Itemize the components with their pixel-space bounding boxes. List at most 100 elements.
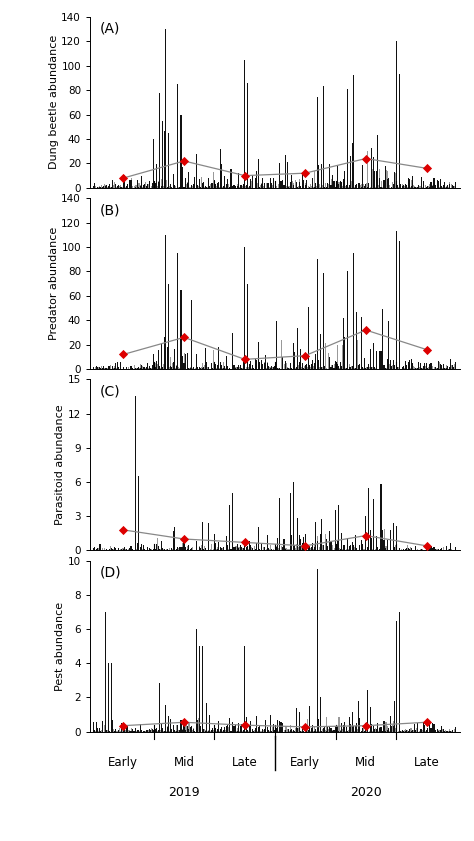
Bar	[447, 185, 448, 188]
Bar	[250, 545, 251, 550]
Bar	[390, 530, 391, 550]
Bar	[124, 175, 126, 188]
Bar	[149, 184, 150, 188]
Bar	[175, 549, 176, 550]
Bar	[98, 367, 99, 369]
Bar	[256, 171, 257, 188]
Bar	[142, 187, 143, 188]
Bar	[267, 362, 268, 369]
Bar	[155, 363, 156, 369]
Bar	[304, 548, 305, 550]
Bar	[158, 182, 159, 188]
Bar	[391, 187, 392, 188]
Bar	[279, 548, 281, 550]
Bar	[373, 499, 374, 550]
Bar	[320, 697, 321, 732]
Bar	[361, 731, 362, 732]
Bar	[352, 367, 353, 369]
Bar	[262, 363, 264, 369]
Bar	[440, 186, 441, 188]
Bar	[446, 365, 447, 369]
Bar	[366, 367, 367, 369]
Bar	[368, 364, 369, 369]
Bar	[443, 363, 444, 369]
Bar	[221, 548, 222, 550]
Bar	[376, 365, 377, 369]
Bar	[343, 178, 344, 188]
Bar	[155, 730, 156, 732]
Bar	[211, 731, 212, 732]
Bar	[281, 187, 282, 188]
Bar	[430, 728, 431, 732]
Bar	[385, 171, 386, 188]
Bar	[376, 352, 377, 369]
Bar	[264, 187, 265, 188]
Bar	[158, 351, 159, 369]
Bar	[294, 731, 295, 732]
Bar	[366, 549, 367, 550]
Bar	[140, 185, 141, 188]
Bar	[181, 362, 182, 369]
Bar	[402, 730, 403, 732]
Bar	[131, 178, 132, 188]
Bar	[249, 541, 250, 550]
Bar	[263, 547, 264, 550]
Bar	[192, 184, 193, 188]
Bar	[256, 182, 258, 188]
Bar	[176, 366, 177, 369]
Bar	[362, 165, 364, 188]
Bar	[267, 185, 268, 188]
Bar	[387, 726, 388, 732]
Bar	[421, 548, 422, 550]
Bar	[238, 547, 239, 550]
Bar	[129, 730, 130, 732]
Bar	[300, 349, 301, 369]
Bar	[379, 728, 380, 732]
Bar	[350, 545, 351, 550]
Bar	[212, 183, 213, 188]
Bar	[255, 728, 256, 732]
Bar	[374, 367, 375, 369]
Bar	[246, 729, 247, 732]
Bar	[347, 272, 348, 369]
Bar	[155, 729, 156, 732]
Bar	[406, 548, 407, 550]
Bar	[377, 722, 378, 732]
Bar	[252, 548, 253, 550]
Bar	[425, 185, 426, 188]
Bar	[367, 367, 368, 369]
Bar	[165, 29, 166, 188]
Bar	[103, 187, 104, 188]
Bar	[408, 178, 409, 188]
Bar	[178, 548, 179, 550]
Bar	[306, 180, 307, 188]
Bar	[158, 181, 159, 188]
Bar	[422, 730, 423, 732]
Bar	[181, 548, 182, 550]
Bar	[224, 727, 226, 732]
Bar	[430, 546, 431, 550]
Bar	[277, 368, 279, 369]
Bar	[221, 164, 222, 188]
Bar	[223, 547, 224, 550]
Bar	[173, 174, 174, 188]
Bar	[334, 183, 335, 188]
Bar	[235, 368, 236, 369]
Bar	[269, 368, 270, 369]
Bar	[308, 730, 309, 732]
Bar	[141, 177, 142, 188]
Bar	[352, 367, 353, 369]
Bar	[247, 367, 249, 369]
Bar	[184, 539, 185, 550]
Bar	[269, 549, 270, 550]
Bar	[243, 730, 244, 732]
Bar	[191, 730, 192, 732]
Bar	[413, 185, 414, 188]
Bar	[215, 728, 216, 732]
Bar	[296, 544, 297, 550]
Bar	[376, 536, 377, 550]
Bar	[181, 289, 182, 369]
Bar	[160, 549, 161, 550]
Bar	[403, 731, 404, 732]
Bar	[319, 184, 320, 188]
